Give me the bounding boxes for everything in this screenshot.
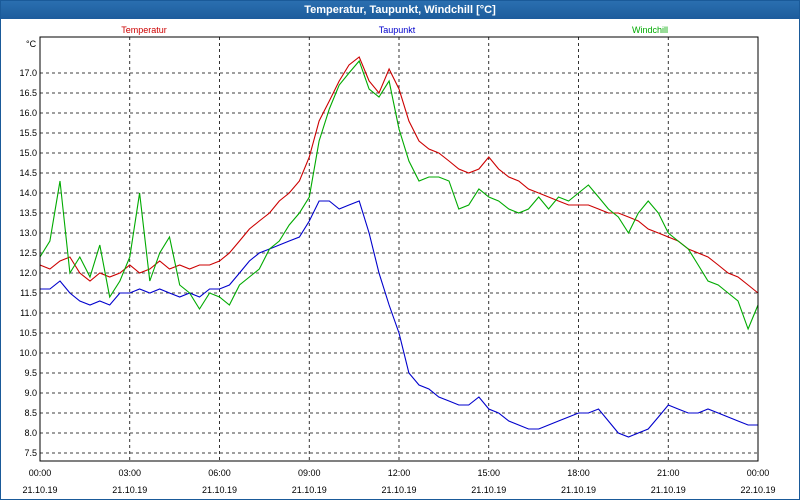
x-tick-time: 06:00 xyxy=(208,468,231,478)
y-tick-label: 11.0 xyxy=(20,308,37,318)
y-tick-label: 11.5 xyxy=(20,288,37,298)
legend-temperatur: Temperatur xyxy=(121,25,167,35)
x-tick-date: 21.10.19 xyxy=(202,485,237,495)
x-tick-time: 09:00 xyxy=(298,468,321,478)
legend-taupunkt: Taupunkt xyxy=(379,25,416,35)
y-tick-label: 12.5 xyxy=(19,248,37,258)
y-tick-label: 9.0 xyxy=(24,388,37,398)
y-tick-label: 14.0 xyxy=(19,188,37,198)
y-tick-label: 16.0 xyxy=(19,108,37,118)
y-tick-label: 13.0 xyxy=(19,228,37,238)
y-tick-label: 8.0 xyxy=(24,428,37,438)
y-tick-label: 15.0 xyxy=(19,148,37,158)
series-line-windchill xyxy=(39,59,759,331)
y-tick-label: 13.5 xyxy=(19,208,37,218)
y-tick-label: 10.5 xyxy=(19,328,37,338)
x-tick-time: 00:00 xyxy=(747,468,770,478)
y-tick-label: 10.0 xyxy=(19,348,37,358)
x-tick-time: 12:00 xyxy=(388,468,411,478)
chart-series xyxy=(39,56,759,438)
x-axis-ticks: 00:00 21.10.19 03:00 21.10.19 06:00 21.10.19 0… xyxy=(22,468,775,495)
x-tick-date: 21.10.19 xyxy=(651,485,686,495)
legend: Temperatur Taupunkt Windchill xyxy=(121,25,668,35)
series-line-taupunkt xyxy=(40,200,758,438)
x-tick-date: 21.10.19 xyxy=(381,485,416,495)
y-tick-label: 16.5 xyxy=(19,88,37,98)
y-tick-label: 15.5 xyxy=(19,128,37,138)
y-tick-label: 7.5 xyxy=(24,448,37,458)
x-tick-date: 21.10.19 xyxy=(292,485,327,495)
x-tick-time: 03:00 xyxy=(118,468,141,478)
y-tick-label: 14.5 xyxy=(19,168,37,178)
y-axis-label: °C xyxy=(26,39,37,49)
x-tick-time: 15:00 xyxy=(477,468,500,478)
window-title: Temperatur, Taupunkt, Windchill [°C] xyxy=(1,1,799,19)
y-tick-label: 9.5 xyxy=(24,368,37,378)
x-tick-date: 21.10.19 xyxy=(22,485,57,495)
y-tick-label: 8.5 xyxy=(24,408,37,418)
legend-windchill: Windchill xyxy=(632,25,668,35)
y-tick-label: 12.0 xyxy=(19,268,37,278)
y-axis-ticks: 7.5 8.0 8.5 9.0 9.5 10.0 10.5 11.0 11.5 12.0 12.5 1… xyxy=(19,68,37,458)
y-tick-label: 17.0 xyxy=(19,68,37,78)
x-tick-date: 21.10.19 xyxy=(112,485,147,495)
x-tick-time: 18:00 xyxy=(567,468,590,478)
x-tick-date: 21.10.19 xyxy=(471,485,506,495)
x-tick-date: 22.10.19 xyxy=(740,485,775,495)
x-tick-time: 21:00 xyxy=(657,468,680,478)
x-tick-time: 00:00 xyxy=(29,468,52,478)
chart-grid xyxy=(39,37,759,461)
x-tick-date: 21.10.19 xyxy=(561,485,596,495)
plot-frame xyxy=(39,36,759,462)
series-line-temperatur xyxy=(39,56,759,294)
